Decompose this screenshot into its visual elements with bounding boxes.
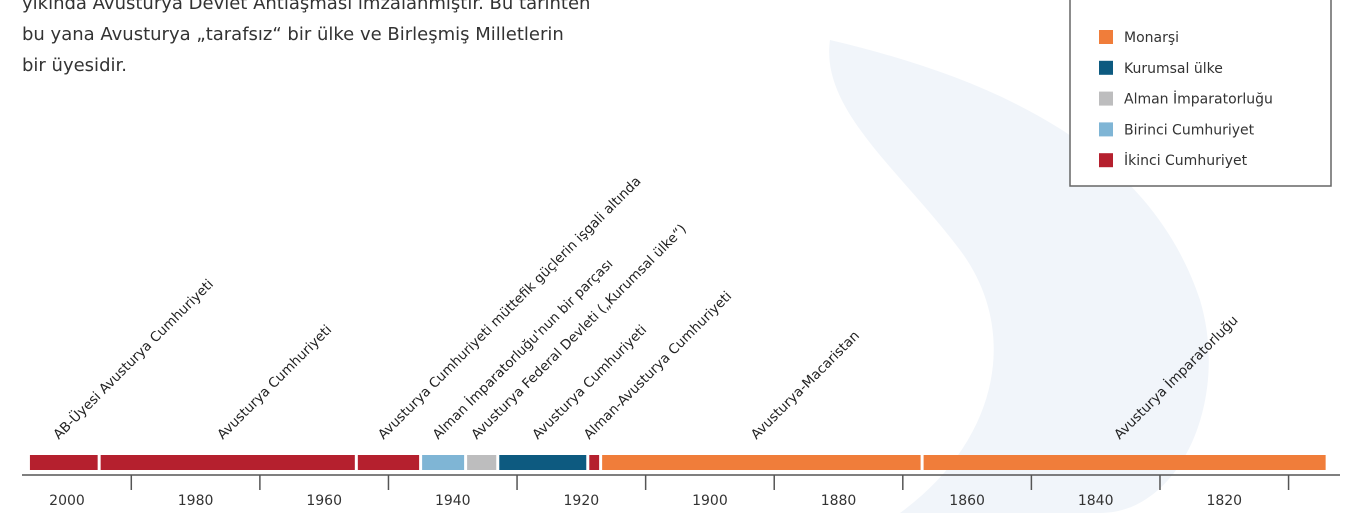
page: {"chart_data": { "type": "timeline", "in… xyxy=(0,0,1347,513)
x-tick-label: 1820 xyxy=(1206,493,1242,509)
x-tick-label: 1900 xyxy=(692,493,728,509)
legend-swatch xyxy=(1099,122,1113,136)
legend-swatch xyxy=(1099,153,1113,167)
x-tick-label: 1840 xyxy=(1078,493,1114,509)
legend-swatch xyxy=(1099,92,1113,106)
legend-swatch xyxy=(1099,30,1113,44)
segment-label: Avusturya Federal Devleti („Kurumsal ülk… xyxy=(468,221,690,443)
legend-label: Monarşi xyxy=(1124,30,1179,46)
legend-label: Birinci Cumhuriyet xyxy=(1124,122,1255,138)
x-tick-label: 2000 xyxy=(49,493,85,509)
timeline-segment xyxy=(499,455,586,470)
segment-label: AB-Üyesi Avusturya Cumhuriyeti xyxy=(49,275,217,443)
x-tick-label: 1980 xyxy=(178,493,214,509)
x-tick-label: 1880 xyxy=(821,493,857,509)
intro-text: yıkında Avusturya Devlet Antlaşması imza… xyxy=(22,0,590,14)
timeline-segment xyxy=(422,455,464,470)
x-tick-label: 1960 xyxy=(306,493,342,509)
chart: yıkında Avusturya Devlet Antlaşması imza… xyxy=(0,0,1347,513)
segment-label: Avusturya Cumhuriyeti xyxy=(214,322,335,443)
timeline-segment xyxy=(358,455,419,470)
timeline-segment xyxy=(101,455,355,470)
intro-text: bu yana Avusturya „tarafsız“ bir ülke ve… xyxy=(22,24,564,45)
timeline-segment xyxy=(30,455,98,470)
timeline-segment xyxy=(602,455,920,470)
segment-label: Avusturya-Macaristan xyxy=(748,328,863,443)
timeline-segment xyxy=(467,455,496,470)
x-tick-label: 1940 xyxy=(435,493,471,509)
legend-label: Alman İmparatorluğu xyxy=(1124,90,1273,108)
intro-text: bir üyesidir. xyxy=(22,55,127,76)
legend-swatch xyxy=(1099,61,1113,75)
x-tick-label: 1860 xyxy=(949,493,985,509)
timeline-segment xyxy=(589,455,599,470)
x-tick-label: 1920 xyxy=(564,493,600,509)
legend-label: İkinci Cumhuriyet xyxy=(1124,151,1248,169)
timeline-segment xyxy=(924,455,1326,470)
legend-label: Kurumsal ülke xyxy=(1124,61,1223,77)
